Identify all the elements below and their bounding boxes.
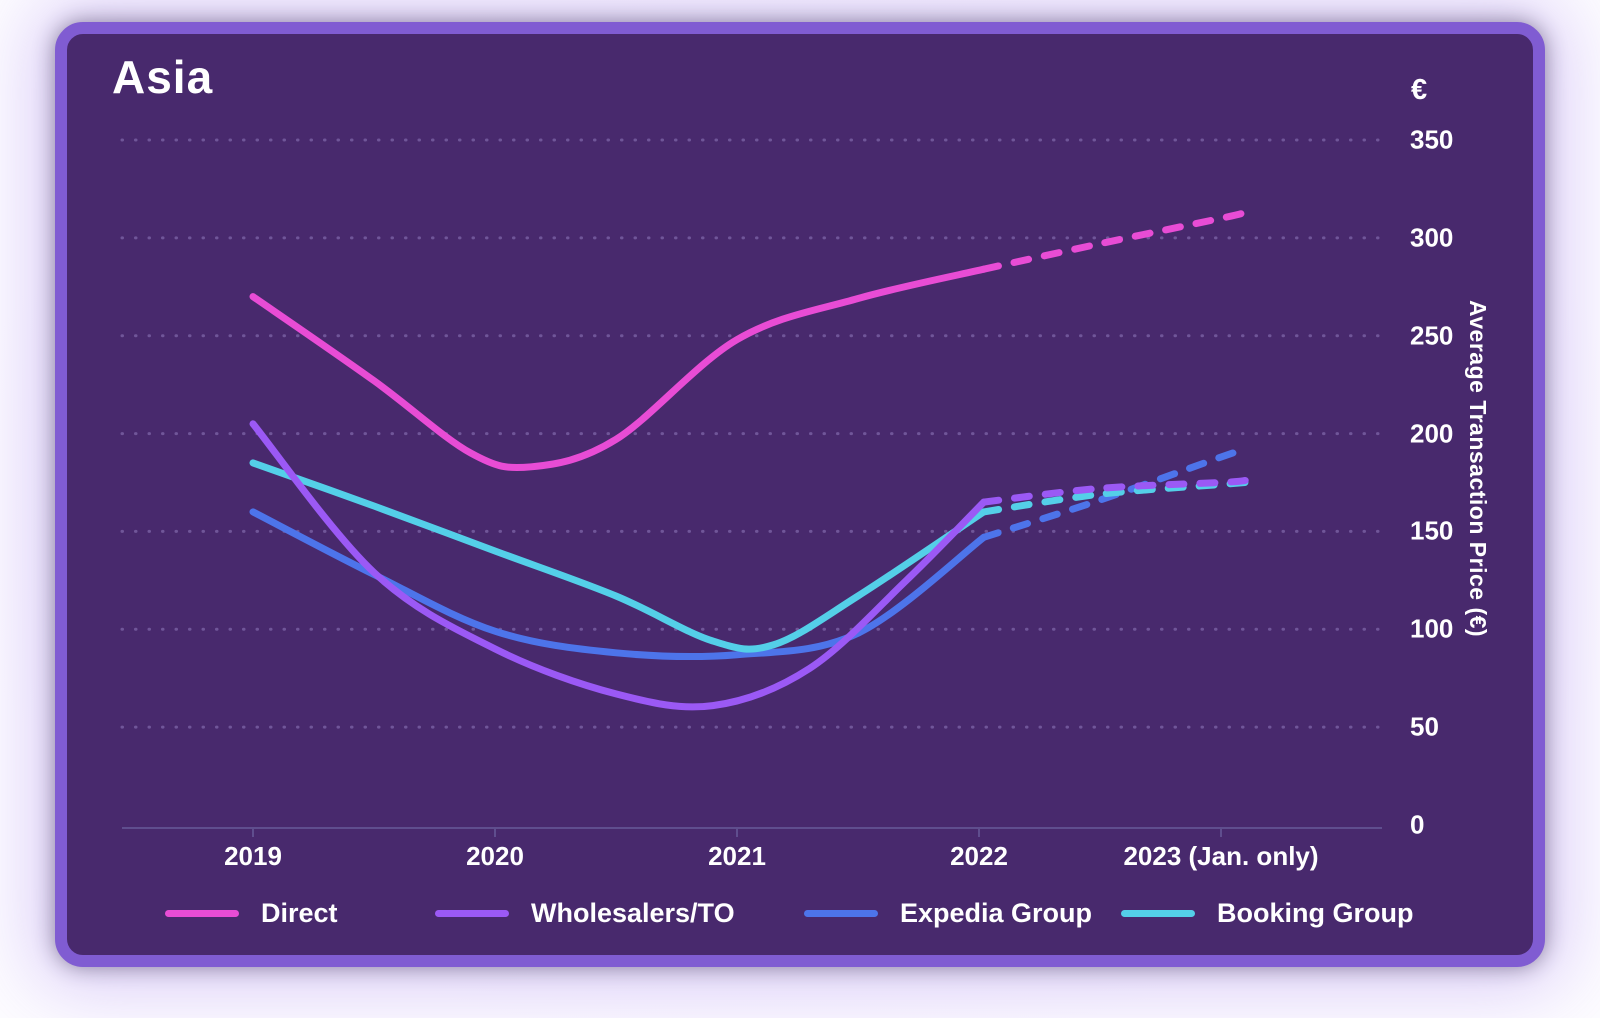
legend-label-wholesalers-to: Wholesalers/TO <box>531 897 735 928</box>
y-tick-label-200: 200 <box>1410 418 1454 449</box>
legend-label-expedia-group: Expedia Group <box>900 897 1093 928</box>
y-tick-label-250: 250 <box>1410 320 1454 351</box>
legend-swatch-direct <box>165 909 239 917</box>
x-tick-label-2023: 2023 (Jan. only) <box>1123 841 1319 871</box>
legend-swatch-booking-group <box>1121 909 1195 917</box>
y-tick-label-0: 0 <box>1410 809 1425 840</box>
x-tick-label-2022: 2022 <box>950 841 1008 871</box>
x-tick-label-2021: 2021 <box>708 841 766 871</box>
x-tick-label-2020: 2020 <box>466 841 524 871</box>
legend-item-wholesalers-to[interactable]: Wholesalers/TO <box>435 896 735 930</box>
y-tick-label-150: 150 <box>1410 515 1454 546</box>
legend-item-booking-group[interactable]: Booking Group <box>1121 896 1413 930</box>
chart-title: Asia <box>112 51 214 103</box>
legend-swatch-wholesalers-to <box>435 909 509 917</box>
legend-item-direct[interactable]: Direct <box>165 896 338 930</box>
legend-label-booking-group: Booking Group <box>1217 897 1414 928</box>
legend-item-expedia-group[interactable]: Expedia Group <box>804 896 1092 930</box>
y-tick-label-50: 50 <box>1410 711 1439 742</box>
currency-symbol-label: € <box>1411 74 1428 106</box>
y-tick-label-300: 300 <box>1410 222 1454 253</box>
chart-card <box>55 22 1545 967</box>
legend-label-direct: Direct <box>261 897 338 928</box>
y-tick-label-350: 350 <box>1410 124 1454 155</box>
legend-swatch-expedia-group <box>804 909 878 917</box>
x-tick-label-2019: 2019 <box>224 841 282 871</box>
y-tick-label-100: 100 <box>1410 613 1454 644</box>
y-axis-title: Average Transaction Price (€) <box>1465 300 1491 638</box>
